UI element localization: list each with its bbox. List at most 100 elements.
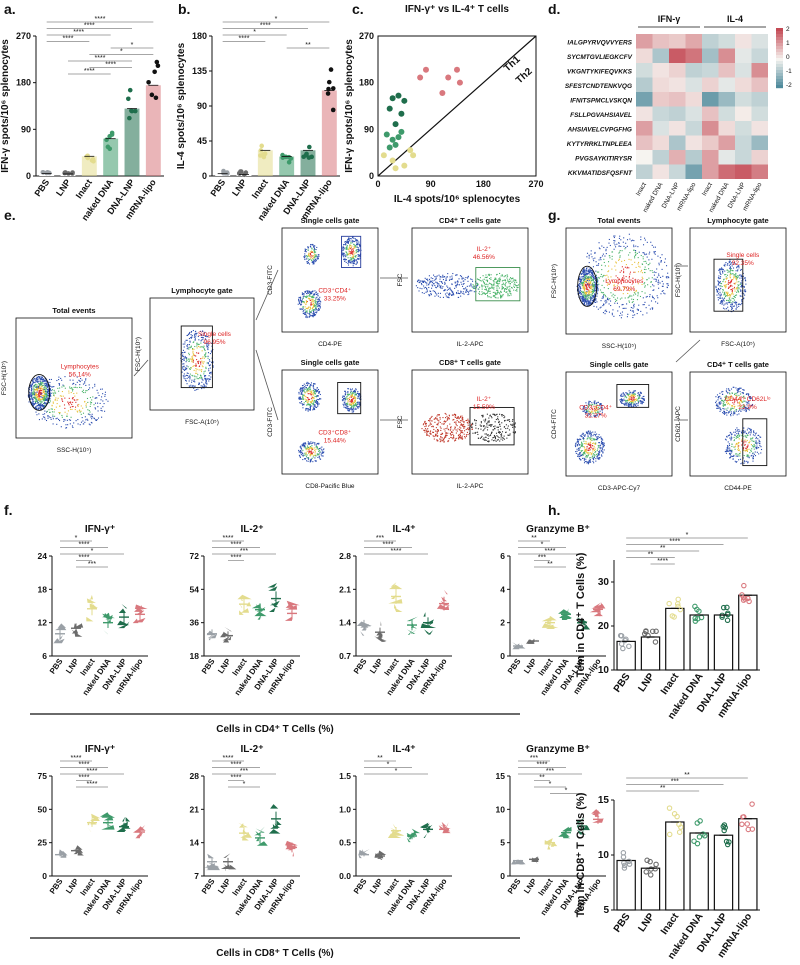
- event-dot: [315, 396, 317, 398]
- event-dot: [306, 407, 308, 410]
- event-dot: [202, 363, 204, 365]
- th2-label: Th2: [514, 66, 535, 86]
- event-dot: [647, 284, 649, 286]
- event-dot: [587, 269, 589, 271]
- event-dot: [498, 280, 500, 283]
- event-dot: [298, 396, 300, 398]
- event-dot: [305, 302, 307, 304]
- event-dot: [320, 449, 322, 451]
- event-dot: [59, 395, 61, 397]
- event-dot: [200, 333, 202, 336]
- event-dot: [593, 260, 595, 262]
- event-dot: [473, 286, 475, 288]
- event-dot: [627, 254, 630, 256]
- event-dot: [504, 285, 507, 287]
- event-dot: [345, 392, 347, 394]
- event-dot: [341, 250, 343, 252]
- event-dot: [485, 285, 487, 287]
- event-dot: [417, 287, 419, 289]
- event-dot: [316, 256, 318, 258]
- event-dot: [41, 376, 43, 378]
- event-dot: [308, 443, 310, 445]
- event-dot: [628, 287, 630, 289]
- event-dot: [309, 409, 311, 411]
- event-dot: [311, 261, 313, 264]
- event-dot: [490, 432, 492, 435]
- event-dot: [301, 292, 303, 294]
- event-dot: [318, 309, 320, 311]
- event-dot: [42, 378, 44, 380]
- event-dot: [587, 277, 589, 279]
- event-dot: [424, 422, 427, 424]
- event-dot: [601, 255, 604, 257]
- event-dot: [448, 414, 450, 416]
- event-dot: [594, 257, 596, 259]
- event-dot: [496, 435, 498, 437]
- event-dot: [595, 261, 597, 263]
- event-dot: [436, 431, 438, 433]
- event-dot: [310, 401, 312, 403]
- event-dot: [594, 276, 596, 278]
- sig-star: *: [131, 42, 134, 49]
- event-dot: [457, 416, 460, 418]
- x-tick-label: 270: [528, 179, 543, 189]
- event-dot: [309, 306, 311, 308]
- data-point: [109, 132, 115, 137]
- event-dot: [631, 310, 633, 312]
- heatmap-row-label: IFNITSPMCLVSKQN: [570, 97, 632, 104]
- event-dot: [34, 381, 36, 384]
- event-dot: [71, 387, 73, 389]
- event-dot: [497, 291, 499, 293]
- event-dot: [590, 253, 592, 255]
- event-dot: [622, 241, 624, 243]
- plot-frame: [377, 35, 537, 177]
- event-dot: [509, 285, 511, 287]
- event-dot: [645, 296, 647, 298]
- event-dot: [580, 273, 582, 275]
- event-dot: [443, 289, 446, 292]
- event-dot: [315, 391, 318, 393]
- event-dot: [445, 277, 447, 279]
- event-dot: [64, 419, 66, 421]
- event-dot: [637, 283, 639, 285]
- event-dot: [31, 391, 33, 393]
- flow-y-label: CD3-FITC: [267, 407, 274, 437]
- legend-swatch: [776, 49, 783, 53]
- event-dot: [41, 383, 43, 385]
- event-dot: [453, 294, 455, 296]
- event-dot: [613, 235, 615, 237]
- event-dot: [34, 384, 36, 386]
- event-dot: [583, 281, 586, 283]
- event-dot: [95, 419, 97, 421]
- event-dot: [202, 361, 204, 363]
- event-dot: [586, 275, 588, 277]
- event-dot: [303, 404, 305, 406]
- event-dot: [46, 415, 49, 417]
- event-dot: [35, 383, 37, 385]
- event-dot: [619, 235, 621, 237]
- event-dot: [203, 348, 205, 350]
- event-dot: [194, 378, 196, 380]
- event-dot: [592, 289, 595, 292]
- event-dot: [640, 271, 642, 273]
- event-dot: [440, 427, 442, 429]
- event-dot: [628, 300, 630, 302]
- event-dot: [58, 383, 61, 385]
- event-dot: [184, 355, 186, 358]
- event-dot: [63, 420, 65, 422]
- event-dot: [354, 404, 356, 406]
- event-dot: [348, 261, 350, 263]
- event-dot: [493, 434, 495, 437]
- event-dot: [186, 383, 188, 385]
- event-dot: [205, 385, 207, 387]
- event-dot: [356, 246, 358, 248]
- event-dot: [308, 309, 311, 311]
- event-dot: [342, 249, 345, 251]
- event-dot: [203, 371, 205, 373]
- event-dot: [44, 402, 46, 404]
- event-dot: [29, 391, 31, 394]
- event-dot: [621, 314, 623, 316]
- event-dot: [44, 392, 46, 394]
- event-dot: [628, 258, 630, 260]
- event-dot: [462, 285, 464, 287]
